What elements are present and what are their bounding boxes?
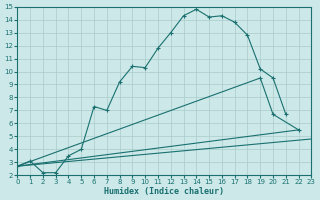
- X-axis label: Humidex (Indice chaleur): Humidex (Indice chaleur): [104, 187, 224, 196]
